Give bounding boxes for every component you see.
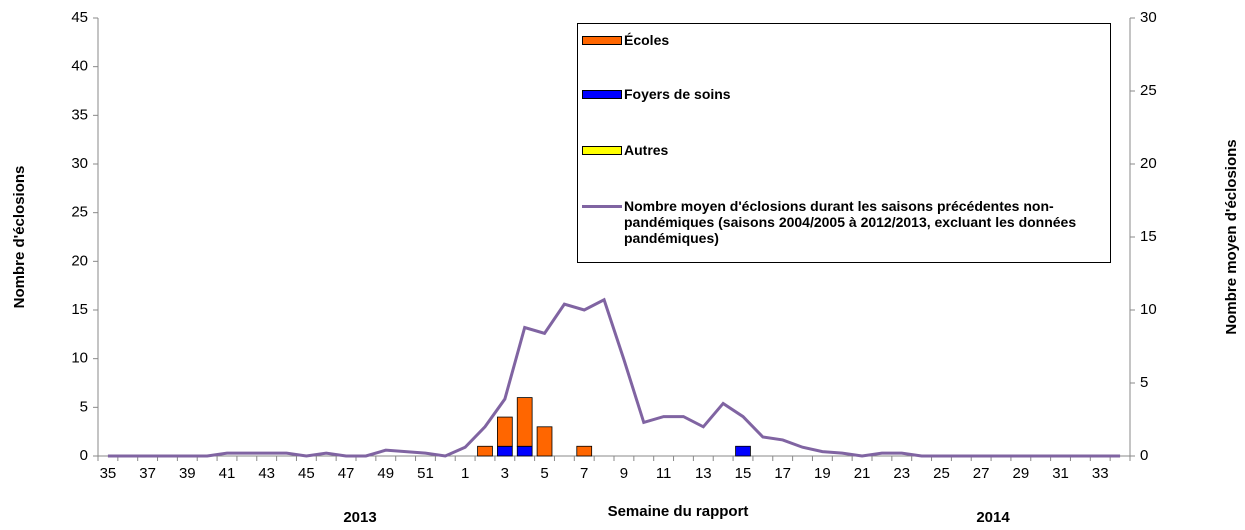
x-tick-label: 35 xyxy=(100,465,117,482)
bar xyxy=(497,445,513,457)
y2-tick-label: 30 xyxy=(1140,9,1157,26)
x-tick-label: 51 xyxy=(417,465,434,482)
y-tick-label: 45 xyxy=(71,9,88,26)
legend-swatch xyxy=(582,90,622,99)
year-annotation: 2013 xyxy=(343,509,376,525)
legend-item: Écoles xyxy=(582,32,1104,48)
bar xyxy=(477,445,493,457)
legend-swatch xyxy=(582,146,622,155)
y2-tick-label: 20 xyxy=(1140,155,1157,172)
x-tick-label: 1 xyxy=(461,465,469,482)
legend-label: Foyers de soins xyxy=(624,86,731,102)
x-tick-label: 39 xyxy=(179,465,196,482)
year-annotation: 2014 xyxy=(976,509,1010,525)
y2-tick-label: 15 xyxy=(1140,228,1157,245)
y2-tick-label: 10 xyxy=(1140,301,1157,318)
legend-swatch xyxy=(582,205,622,208)
legend-label: Nombre moyen d'éclosions durant les sais… xyxy=(624,198,1077,246)
bar xyxy=(735,445,751,457)
y2-axis-label: Nombre moyen d'éclosions xyxy=(1223,139,1240,334)
x-tick-label: 9 xyxy=(620,465,628,482)
y-tick-label: 10 xyxy=(71,350,88,367)
y2-tick-label: 0 xyxy=(1140,447,1148,464)
legend-item: Autres xyxy=(582,142,1104,158)
x-tick-label: 41 xyxy=(219,465,236,482)
x-tick-label: 25 xyxy=(933,465,950,482)
legend-item: Nombre moyen d'éclosions durant les sais… xyxy=(582,198,1104,246)
x-tick-label: 45 xyxy=(298,465,315,482)
y-axis-label: Nombre d'éclosions xyxy=(11,166,28,309)
x-tick-label: 31 xyxy=(1052,465,1069,482)
x-tick-label: 13 xyxy=(695,465,712,482)
line xyxy=(107,297,1121,458)
x-tick-label: 3 xyxy=(501,465,509,482)
x-tick-label: 23 xyxy=(893,465,910,482)
x-tick-label: 19 xyxy=(814,465,831,482)
x-axis-label: Semaine du rapport xyxy=(608,503,749,520)
x-tick-label: 43 xyxy=(258,465,275,482)
bar xyxy=(576,445,593,457)
y-tick-label: 25 xyxy=(71,204,88,221)
x-tick-label: 7 xyxy=(580,465,588,482)
bar xyxy=(497,416,513,447)
y-tick-label: 40 xyxy=(71,58,88,75)
x-tick-label: 21 xyxy=(854,465,871,482)
legend-swatch xyxy=(582,36,622,45)
x-tick-label: 47 xyxy=(338,465,355,482)
y-tick-label: 0 xyxy=(80,447,88,464)
x-tick-label: 17 xyxy=(774,465,791,482)
bar xyxy=(516,445,533,457)
y2-tick-label: 25 xyxy=(1140,82,1157,99)
legend-label: Autres xyxy=(624,142,669,158)
bar xyxy=(536,426,553,457)
y-tick-label: 35 xyxy=(71,106,88,123)
x-tick-label: 27 xyxy=(973,465,990,482)
x-tick-label: 33 xyxy=(1092,465,1109,482)
y2-tick-label: 5 xyxy=(1140,374,1148,391)
x-tick-label: 15 xyxy=(735,465,752,482)
y-tick-label: 15 xyxy=(71,301,88,318)
x-tick-label: 37 xyxy=(139,465,156,482)
legend-label: Écoles xyxy=(624,32,670,48)
y-tick-label: 30 xyxy=(71,155,88,172)
x-tick-label: 11 xyxy=(656,465,672,482)
y-tick-label: 5 xyxy=(80,398,88,415)
x-tick-label: 29 xyxy=(1013,465,1030,482)
legend: Écoles Foyers de soins Autres Nombre moyen … xyxy=(577,23,1111,263)
x-tick-label: 49 xyxy=(377,465,394,482)
bar xyxy=(516,397,533,447)
y-tick-label: 20 xyxy=(71,252,88,269)
legend-item: Foyers de soins xyxy=(582,86,1104,102)
x-tick-label: 5 xyxy=(540,465,548,482)
